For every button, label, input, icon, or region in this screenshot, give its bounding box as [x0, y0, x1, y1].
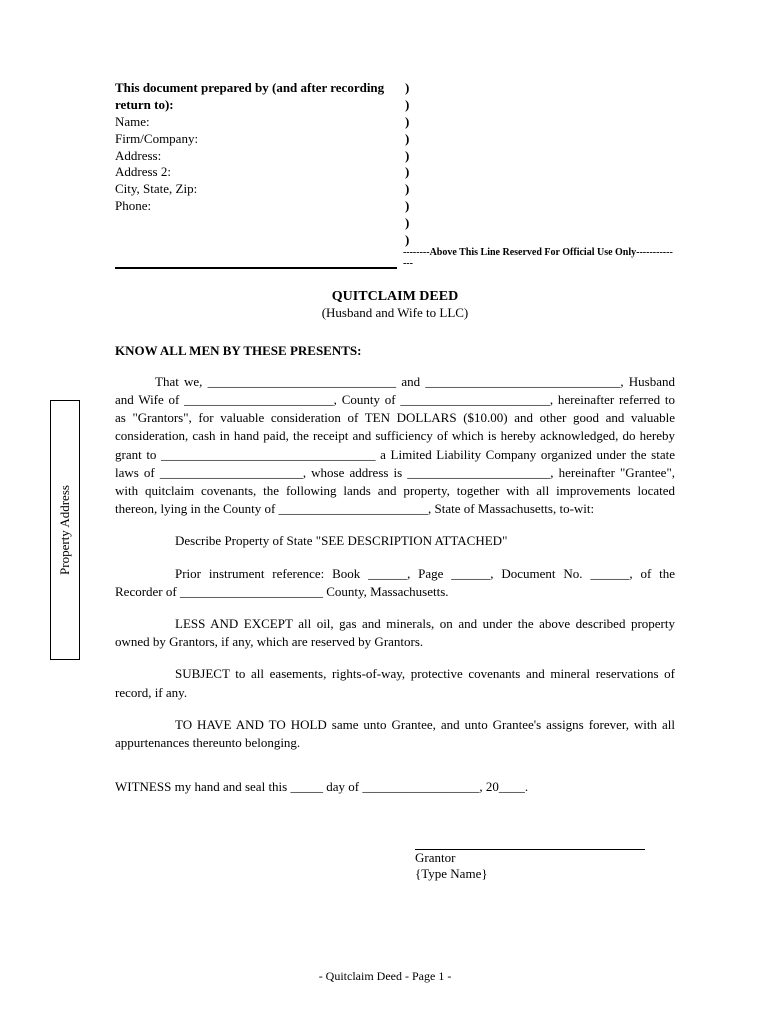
- grantor-label: Grantor: [415, 850, 675, 866]
- paren: ): [405, 215, 425, 232]
- preparer-parens: ) ) ) ) ) ) ) ) ) ): [405, 80, 425, 249]
- paren: ): [405, 97, 425, 114]
- paragraph-to-have: TO HAVE AND TO HOLD same unto Grantee, a…: [115, 716, 675, 752]
- property-address-label: Property Address: [57, 485, 73, 575]
- signature-line: [415, 836, 645, 850]
- know-all-heading: KNOW ALL MEN BY THESE PRESENTS:: [115, 343, 675, 359]
- preparer-block: This document prepared by (and after rec…: [115, 80, 675, 249]
- deed-subtitle: (Husband and Wife to LLC): [115, 305, 675, 321]
- preparer-label: Address 2:: [115, 164, 405, 181]
- paragraph-subject: SUBJECT to all easements, rights-of-way,…: [115, 665, 675, 701]
- paragraph-less-except: LESS AND EXCEPT all oil, gas and mineral…: [115, 615, 675, 651]
- paragraph-witness: WITNESS my hand and seal this _____ day …: [115, 778, 675, 796]
- deed-title: QUITCLAIM DEED: [115, 289, 675, 305]
- paren: ): [405, 198, 425, 215]
- page-footer: - Quitclaim Deed - Page 1 -: [0, 969, 770, 984]
- paren: ): [405, 148, 425, 165]
- official-row: --------Above This Line Reserved For Off…: [115, 247, 675, 269]
- preparer-left: This document prepared by (and after rec…: [115, 80, 405, 215]
- preparer-header: This document prepared by (and after rec…: [115, 80, 405, 114]
- paren: ): [405, 80, 425, 97]
- paren: ): [405, 114, 425, 131]
- title-block: QUITCLAIM DEED (Husband and Wife to LLC): [115, 289, 675, 321]
- preparer-label: Phone:: [115, 198, 405, 215]
- signature-block: Grantor {Type Name}: [415, 836, 675, 882]
- preparer-label: Firm/Company:: [115, 131, 405, 148]
- paren: ): [405, 131, 425, 148]
- preparer-label: City, State, Zip:: [115, 181, 405, 198]
- paragraph-describe: Describe Property of State "SEE DESCRIPT…: [115, 532, 675, 550]
- property-address-box: Property Address: [50, 400, 80, 660]
- preparer-label: Address:: [115, 148, 405, 165]
- page-content: This document prepared by (and after rec…: [115, 80, 675, 882]
- paren: ): [405, 164, 425, 181]
- preparer-label: Name:: [115, 114, 405, 131]
- divider-line: [115, 267, 397, 269]
- paragraph-prior: Prior instrument reference: Book ______,…: [115, 565, 675, 601]
- type-name-label: {Type Name}: [415, 866, 675, 882]
- official-use-text: --------Above This Line Reserved For Off…: [403, 247, 675, 269]
- paragraph-grant: That we, _____________________________ a…: [115, 373, 675, 519]
- paren: ): [405, 181, 425, 198]
